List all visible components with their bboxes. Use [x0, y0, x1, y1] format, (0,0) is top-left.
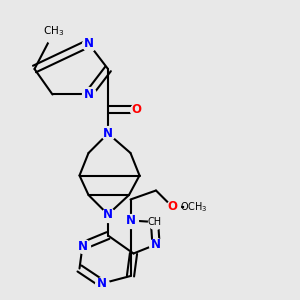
Text: N: N	[125, 214, 136, 227]
Text: N: N	[83, 37, 94, 50]
Text: N: N	[77, 239, 88, 253]
Text: CH$_3$: CH$_3$	[44, 25, 64, 38]
Text: O: O	[131, 103, 142, 116]
Text: CH: CH	[147, 217, 162, 227]
Text: N: N	[151, 238, 161, 251]
Text: OCH$_3$: OCH$_3$	[180, 200, 207, 214]
Text: N: N	[103, 208, 113, 221]
Text: N: N	[83, 88, 94, 101]
Text: N: N	[103, 127, 113, 140]
Text: O: O	[167, 200, 178, 214]
Text: N: N	[97, 277, 107, 290]
